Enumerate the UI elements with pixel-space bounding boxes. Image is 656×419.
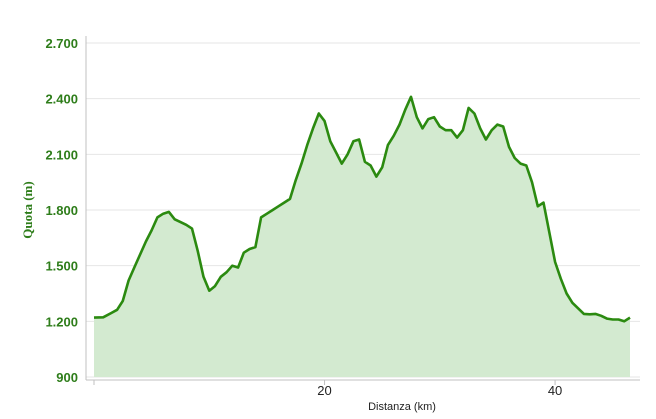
y-axis-ticks: 900 1.200 1.500 1.800 2.100 2.400 2.700 [45,36,78,385]
x-tick-label: 20 [317,383,331,398]
elevation-area-fill [94,96,630,378]
y-axis-label: Quota (m) [20,181,35,238]
y-tick-label: 900 [56,370,78,385]
y-tick-label: 2.700 [45,36,78,51]
y-tick-label: 1.500 [45,259,78,274]
y-tick-label: 1.800 [45,203,78,218]
y-tick-label: 1.200 [45,314,78,329]
elevation-line [93,95,631,323]
x-axis-ticks: 20 40 [93,380,562,398]
x-tick-label: 40 [548,383,562,398]
y-tick-label: 2.100 [45,147,78,162]
x-axis-label: Distanza (km) [368,401,436,413]
y-tick-label: 2.400 [45,92,78,107]
